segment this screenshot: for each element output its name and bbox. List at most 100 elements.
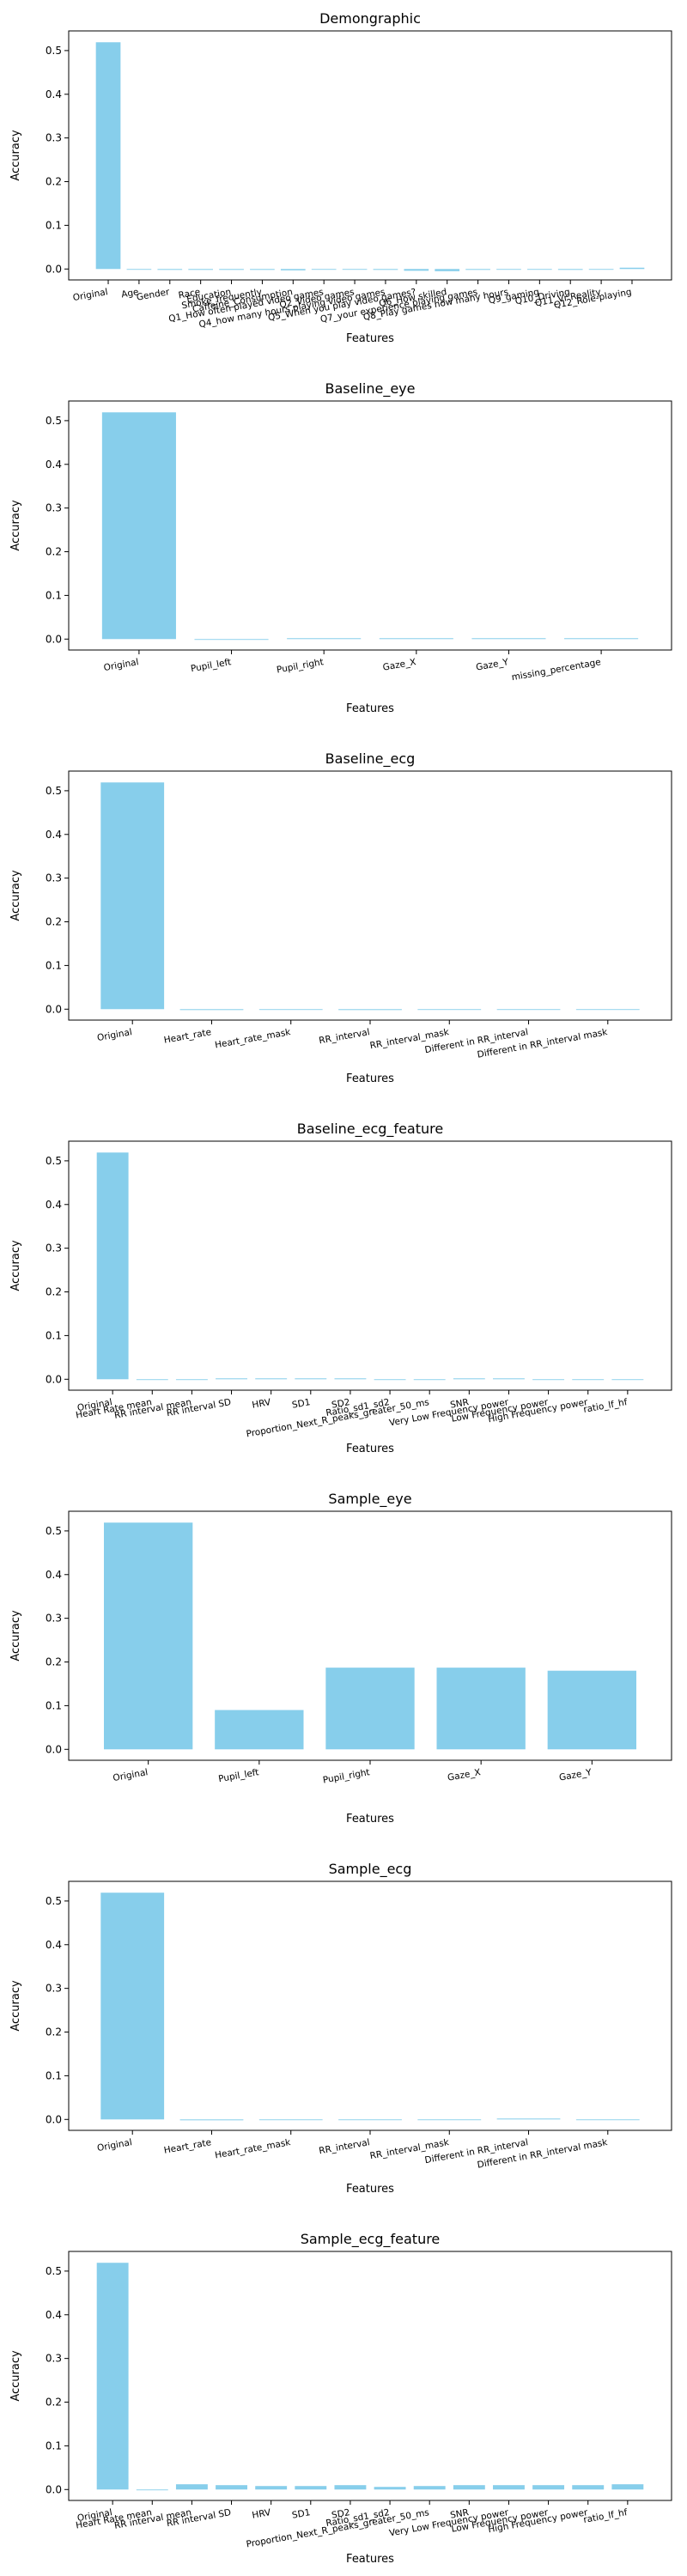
- x-axis-label: Features: [346, 2183, 394, 2196]
- y-tick-label: 0.1: [46, 2439, 62, 2451]
- y-tick-label: 0.2: [46, 2397, 62, 2409]
- x-tick-label: SD2: [331, 1397, 350, 1411]
- bar: [338, 2119, 402, 2121]
- bar: [280, 269, 306, 270]
- x-tick-label: Age: [120, 287, 139, 300]
- bar: [136, 2489, 168, 2491]
- y-tick-label: 0.5: [46, 2265, 62, 2277]
- bar: [179, 1009, 244, 1011]
- x-tick-label: Heart_rate: [163, 2137, 212, 2156]
- plot-frame: [68, 400, 672, 651]
- bar: [100, 1893, 165, 2120]
- bar: [526, 269, 552, 270]
- bar: [471, 638, 546, 640]
- y-tick-label: 0.0: [46, 633, 62, 645]
- chart-title: Baseline_ecg_feature: [297, 1121, 443, 1138]
- bar: [572, 1379, 605, 1381]
- bar: [287, 638, 362, 640]
- bar: [453, 1378, 485, 1380]
- x-tick-label: RR_interval: [318, 1027, 370, 1046]
- y-axis-label: Accuracy: [9, 1610, 22, 1662]
- y-tick-label: 0.0: [46, 263, 62, 275]
- x-tick-label: Heart_rate_mask: [214, 2137, 292, 2160]
- bar: [219, 269, 244, 270]
- y-tick-label: 0.2: [46, 916, 62, 928]
- plot-frame: [68, 1140, 672, 1391]
- x-tick-label: ratio_lf_hf: [582, 1397, 628, 1415]
- bar: [374, 1379, 406, 1381]
- y-tick-label: 0.1: [46, 589, 62, 601]
- bar: [413, 2486, 446, 2490]
- chart-title: Sample_ecg_feature: [301, 2231, 441, 2248]
- y-tick-label: 0.3: [46, 502, 62, 514]
- y-tick-label: 0.2: [46, 2026, 62, 2038]
- bar: [334, 2485, 367, 2490]
- bar: [435, 269, 460, 271]
- y-tick-label: 0.1: [46, 959, 62, 971]
- x-tick-label: Original: [112, 1767, 149, 1783]
- chart-panel: Sample_eye 0.0 0.1 0.2 0.3 0.4 0.5 Original Pupi…: [9, 1491, 672, 1826]
- bar: [453, 2485, 485, 2490]
- x-tick-label: Gaze_Y: [475, 657, 509, 673]
- y-tick-label: 0.4: [46, 459, 62, 471]
- y-tick-label: 0.5: [46, 1895, 62, 1907]
- bar: [575, 2119, 640, 2121]
- bar: [436, 1668, 526, 1750]
- bar: [96, 2263, 129, 2490]
- x-tick-label: Original: [103, 657, 140, 673]
- bar: [100, 782, 165, 1010]
- x-axis-label: Features: [346, 1072, 394, 1085]
- bar: [175, 2484, 208, 2490]
- x-tick-label: Pupil_right: [276, 657, 324, 675]
- x-axis-label: Features: [346, 2553, 394, 2566]
- y-tick-label: 0.5: [46, 45, 62, 57]
- y-tick-label: 0.4: [46, 1939, 62, 1951]
- bar: [496, 2118, 561, 2120]
- x-tick-label: Race: [178, 287, 201, 301]
- x-tick-label: Heart_rate_mask: [214, 1027, 292, 1050]
- bar: [496, 269, 521, 270]
- y-tick-label: 0.5: [46, 785, 62, 797]
- bar: [258, 1009, 323, 1011]
- bar: [157, 269, 183, 270]
- plot-frame: [68, 2251, 672, 2501]
- bar: [374, 2487, 406, 2490]
- x-tick-label: HRV: [252, 2507, 272, 2521]
- x-axis-label: Features: [346, 1443, 394, 1455]
- bar: [611, 1379, 644, 1381]
- y-tick-label: 0.5: [46, 1525, 62, 1537]
- bar: [493, 1378, 525, 1380]
- x-tick-label: HRV: [252, 1397, 272, 1411]
- chart-panel: Baseline_ecg_feature0.00.10.20.30.40.5Or…: [9, 1121, 672, 1455]
- chart-panel: Baseline_eye 0.0 0.1 0.2 0.3 0.4 0.5 Original Pu…: [9, 380, 672, 715]
- x-tick-label: Original: [96, 2137, 133, 2154]
- bar: [417, 2119, 482, 2121]
- y-tick-label: 0.0: [46, 1003, 62, 1015]
- x-tick-label: Original: [96, 1027, 133, 1043]
- bar: [95, 42, 121, 270]
- x-tick-label: SD1: [291, 2507, 311, 2521]
- x-tick-label: missing_percentage: [511, 657, 602, 683]
- chart-panel: Demongraphic 0.0 0.1 0.2 0.3 0.4 0.5 Original Ag…: [9, 10, 672, 345]
- bar: [215, 1710, 304, 1750]
- y-tick-label: 0.0: [46, 2113, 62, 2125]
- bar: [465, 269, 490, 270]
- chart-panel: Sample_ecg_feature0.00.10.20.30.40.5Orig…: [9, 2231, 672, 2566]
- chart-title: Sample_eye: [328, 1491, 411, 1508]
- bar: [564, 638, 639, 640]
- y-tick-label: 0.5: [46, 1155, 62, 1167]
- y-tick-label: 0.0: [46, 1743, 62, 1755]
- bar: [493, 2485, 525, 2490]
- x-axis-label: Features: [346, 1813, 394, 1826]
- bar: [547, 1670, 637, 1750]
- y-axis-label: Accuracy: [9, 2350, 22, 2402]
- bar: [619, 267, 645, 270]
- x-tick-label: Heart_rate: [163, 1027, 212, 1046]
- y-tick-label: 0.4: [46, 1569, 62, 1581]
- bar: [126, 269, 152, 270]
- bar: [557, 269, 583, 270]
- y-tick-label: 0.3: [46, 132, 62, 144]
- y-tick-label: 0.3: [46, 1613, 62, 1625]
- y-tick-label: 0.0: [46, 1373, 62, 1385]
- bar: [216, 1378, 247, 1380]
